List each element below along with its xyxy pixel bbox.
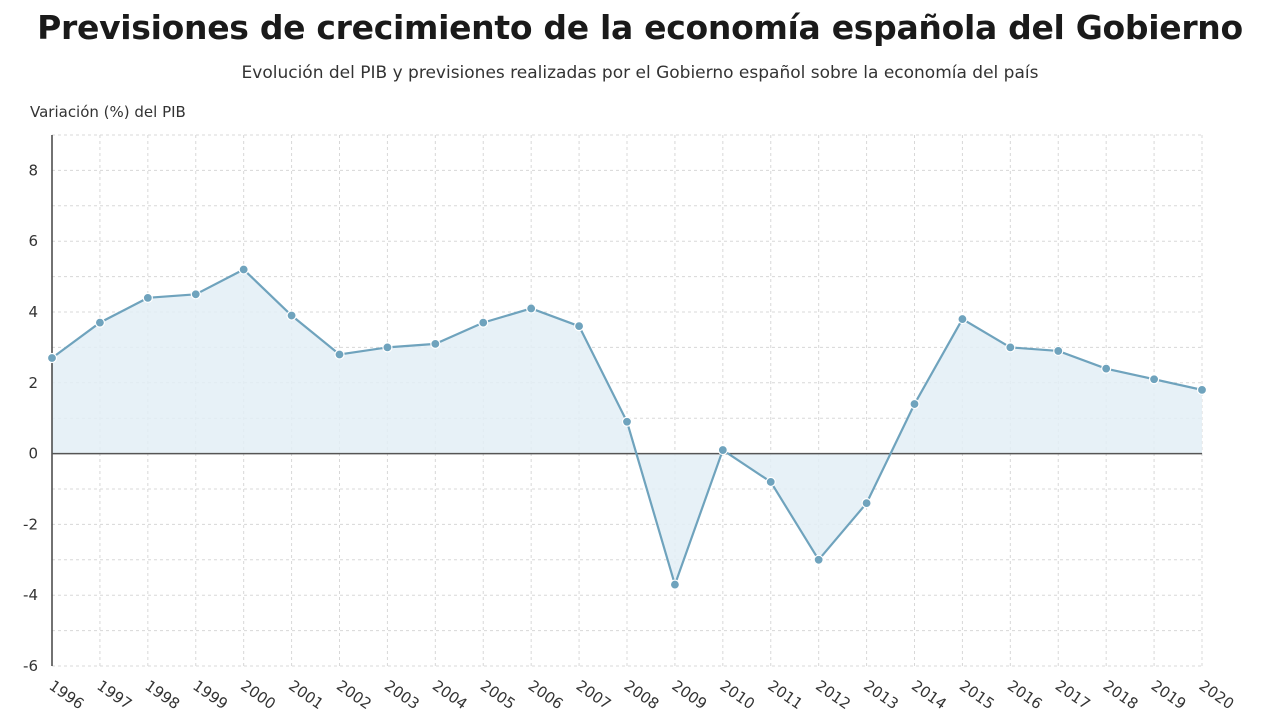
data-point [382,342,393,353]
data-point [957,313,968,325]
data-point [1053,345,1064,357]
data-point [1148,374,1160,385]
data-point [909,398,920,410]
x-tick-label: 2020 [1196,677,1238,714]
data-point [1101,363,1112,374]
x-tick-label: 2013 [860,677,902,714]
x-tick-label: 2016 [1004,677,1046,714]
chart-subtitle: Evolución del PIB y previsiones realizad… [241,63,1039,83]
x-tick-label: 2014 [908,677,950,714]
data-point [621,416,633,427]
chart-title: Previsiones de crecimiento de la economí… [37,8,1243,47]
x-tick-label: 2003 [381,677,423,714]
y-tick-label: -4 [23,586,38,604]
y-tick-label: 2 [28,374,38,392]
data-point [1196,384,1208,395]
data-point [717,444,728,456]
data-point [334,349,345,360]
data-point [94,317,106,328]
data-point [573,321,585,332]
x-tick-label: 2007 [573,677,615,714]
x-tick-label: 1998 [142,677,184,714]
data-point [813,554,824,565]
x-tick-label: 1997 [94,677,136,714]
x-tick-label: 2004 [429,677,471,714]
x-tick-label: 2006 [525,677,567,714]
y-tick-label: -6 [23,657,38,675]
data-point [46,352,58,364]
x-tick-label: 2018 [1100,677,1142,714]
x-tick-label: 2001 [285,677,327,714]
data-point [861,498,872,509]
x-tick-label: 2012 [812,677,854,714]
y-tick-label: 8 [28,161,38,179]
x-tick-label: 2000 [237,677,279,714]
x-tick-label: 2002 [333,677,375,714]
y-tick-label: -2 [23,515,38,533]
y-tick-label: 0 [28,445,38,463]
x-tick-label: 2011 [764,677,806,714]
data-point [238,264,249,275]
area-fill [52,269,1202,585]
data-point [765,476,776,488]
data-point [526,303,537,314]
x-tick-label: 2009 [669,677,711,714]
data-point [190,289,201,300]
y-tick-label: 6 [28,232,38,250]
data-point [1005,342,1016,353]
data-point [142,292,153,303]
x-tick-label: 1996 [46,677,88,714]
x-tick-label: 2005 [477,677,519,714]
data-point [286,310,297,321]
y-tick-label: 4 [28,303,38,321]
x-tick-label: 2015 [956,677,998,714]
data-point [430,338,441,349]
x-tick-label: 2019 [1148,677,1190,714]
x-tick-label: 2017 [1052,677,1094,714]
x-tick-label: 2008 [621,677,663,714]
x-tick-label: 1999 [189,677,231,714]
data-point [478,317,489,328]
x-tick-label: 2010 [717,677,759,714]
data-point [669,579,681,590]
y-axis-label: Variación (%) del PIB [30,103,186,121]
